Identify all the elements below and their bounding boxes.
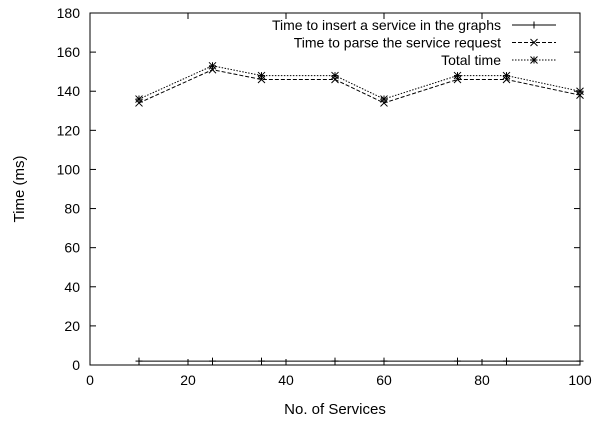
- legend-marker: [530, 56, 538, 64]
- legend-entry: Total time: [441, 52, 556, 68]
- data-point: [135, 99, 143, 107]
- legend-label: Time to parse the service request: [294, 35, 501, 51]
- data-point: [502, 71, 511, 80]
- legend-marker: [530, 21, 538, 29]
- x-tick-label: 100: [568, 372, 592, 388]
- y-tick-label: 140: [57, 83, 81, 99]
- x-tick-label: 20: [180, 372, 196, 388]
- data-point: [453, 71, 462, 80]
- data-point: [380, 357, 388, 365]
- data-point: [135, 95, 143, 103]
- data-point: [135, 357, 143, 365]
- data-point: [576, 87, 584, 96]
- data-point: [380, 99, 388, 107]
- x-axis-label: No. of Services: [284, 401, 386, 418]
- series-2: [135, 65, 584, 107]
- y-tick-label: 100: [57, 161, 81, 177]
- y-tick-label: 60: [64, 240, 80, 256]
- y-axis-label: Time (ms): [11, 156, 28, 223]
- x-tick-label: 60: [376, 372, 392, 388]
- data-point: [209, 357, 216, 365]
- y-tick-label: 80: [64, 201, 80, 217]
- x-tick-label: 40: [278, 372, 294, 388]
- data-point: [257, 71, 266, 80]
- data-point: [331, 357, 339, 365]
- series-3: [135, 61, 584, 103]
- y-tick-label: 180: [57, 5, 81, 21]
- x-tick-label: 80: [474, 372, 490, 388]
- data-point: [331, 71, 339, 80]
- series-line: [138, 65, 581, 100]
- series-1: [135, 357, 584, 365]
- legend-entry: Time to insert a service in the graphs: [272, 17, 556, 33]
- data-point: [502, 75, 511, 84]
- data-point: [576, 357, 584, 365]
- x-tick-label: 0: [86, 372, 94, 388]
- y-tick-label: 120: [57, 122, 81, 138]
- legend-label: Total time: [441, 52, 501, 68]
- data-point: [453, 75, 462, 84]
- y-tick-label: 160: [57, 44, 81, 60]
- y-tick-label: 0: [72, 357, 80, 373]
- legend-label: Time to insert a service in the graphs: [272, 17, 501, 33]
- y-tick-label: 40: [64, 279, 80, 295]
- data-point: [380, 95, 388, 103]
- data-point: [257, 75, 266, 84]
- series-line: [138, 69, 581, 104]
- plot-area-border: [89, 12, 581, 366]
- data-point: [454, 357, 461, 365]
- legend-marker: [530, 38, 538, 47]
- data-point: [258, 357, 265, 365]
- data-point: [503, 357, 510, 365]
- data-point: [208, 65, 217, 74]
- legend-entry: Time to parse the service request: [294, 35, 556, 51]
- data-point: [331, 75, 339, 84]
- y-tick-label: 20: [64, 318, 80, 334]
- data-point: [208, 61, 217, 70]
- data-point: [576, 91, 584, 99]
